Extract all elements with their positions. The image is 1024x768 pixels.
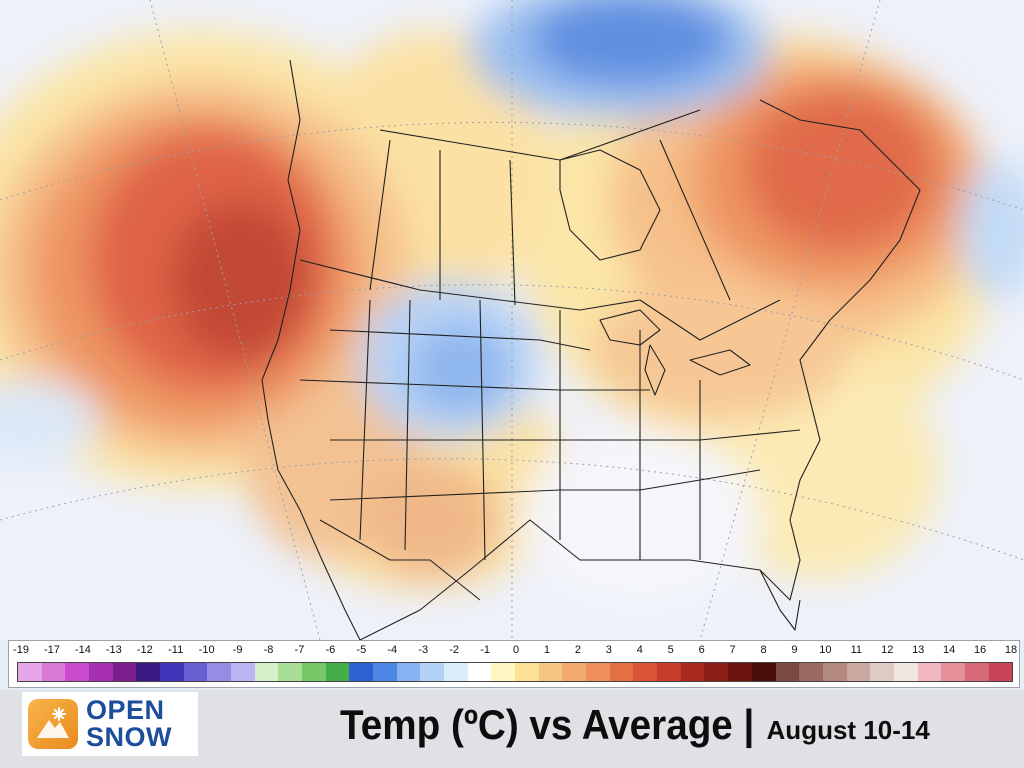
legend-tick-label: 6 xyxy=(698,644,705,656)
legend-tick-label: 9 xyxy=(791,644,798,656)
legend-tick-label: -1 xyxy=(480,644,490,656)
legend-swatch xyxy=(633,663,658,681)
legend-swatch xyxy=(302,663,326,681)
legend-tick-label: -9 xyxy=(232,644,243,656)
legend-swatch xyxy=(586,663,610,681)
legend-swatch xyxy=(444,663,468,681)
legend-swatch xyxy=(751,663,776,681)
graticule xyxy=(0,0,1024,640)
legend-tick-label: 7 xyxy=(729,644,736,656)
title-main: Temp (ºC) vs Average | xyxy=(340,701,755,748)
legend-tick-label: 18 xyxy=(1004,644,1018,656)
legend-swatch xyxy=(704,663,729,681)
legend-swatch xyxy=(18,663,42,681)
logo-text-open: OPEN xyxy=(86,695,165,725)
legend-tick-label: 12 xyxy=(881,644,894,656)
legend-swatch xyxy=(988,663,1013,681)
legend-swatch xyxy=(680,663,705,681)
legend-tick-label: 2 xyxy=(574,644,581,656)
legend-tick-label: -2 xyxy=(449,644,460,656)
legend-tick-label: 1 xyxy=(543,644,550,656)
legend-tick-label: -13 xyxy=(105,644,122,656)
legend-swatch xyxy=(183,663,208,681)
legend-swatch xyxy=(491,663,516,681)
legend-swatch xyxy=(41,663,66,681)
legend-tick-label: -11 xyxy=(168,644,184,656)
map-svg xyxy=(0,0,1024,640)
legend-swatch xyxy=(207,663,232,681)
legend-swatch xyxy=(396,663,421,681)
legend-tick-label: 3 xyxy=(605,644,612,656)
legend-swatch xyxy=(136,663,161,681)
legend-tick-label: -3 xyxy=(418,644,429,656)
legend-swatch xyxy=(65,663,90,681)
legend-swatch xyxy=(515,663,539,681)
legend-tick-label: -7 xyxy=(294,644,305,656)
legend-tick-label: -4 xyxy=(387,644,398,656)
legend-swatch xyxy=(254,663,279,681)
legend-swatch xyxy=(278,663,303,681)
legend-swatch xyxy=(964,663,989,681)
legend-swatch xyxy=(420,663,445,681)
legend-swatch xyxy=(728,663,752,681)
map-title: Temp (ºC) vs Average | August 10-14 xyxy=(210,690,1024,760)
legend-swatch xyxy=(89,663,113,681)
legend-tick-label: -19 xyxy=(13,644,29,656)
legend-swatch xyxy=(822,663,847,681)
legend-tick-label: -17 xyxy=(43,644,60,656)
legend-swatch xyxy=(893,663,918,681)
legend-tick-label: 8 xyxy=(760,644,767,656)
legend-swatch xyxy=(467,663,492,681)
legend-swatch xyxy=(538,663,563,681)
legend-tick-label: -6 xyxy=(325,644,336,656)
opensnow-logo: OPEN SNOW xyxy=(22,692,198,756)
legend-tick-label: -14 xyxy=(74,644,91,656)
legend-tick-label: -10 xyxy=(198,644,215,656)
legend-swatch xyxy=(609,663,634,681)
footer-bar: OPEN SNOW Temp (ºC) vs Average | August … xyxy=(0,690,1024,768)
legend-swatch xyxy=(657,663,681,681)
legend-tick-label: 16 xyxy=(973,644,987,656)
legend-tick-label: -5 xyxy=(356,644,367,656)
legend-tick-label: 4 xyxy=(636,644,643,656)
legend-tick-label: 0 xyxy=(512,644,520,656)
legend-tick-label: -8 xyxy=(263,644,274,656)
logo-text-snow: SNOW xyxy=(86,722,172,752)
anomaly-shading xyxy=(0,0,1024,610)
legend-tick-label: 10 xyxy=(819,644,832,656)
legend-swatch xyxy=(799,663,823,681)
legend-swatch xyxy=(775,663,800,681)
legend-swatch xyxy=(846,663,871,681)
legend-swatch xyxy=(373,663,397,681)
tick-labels: -19 -17 -14 -13 -12 -11 -10 -9 -8 -7 -6 -5 -4 -3 -2 -1 0… xyxy=(13,644,1019,660)
legend-swatch xyxy=(231,663,255,681)
legend-swatch xyxy=(917,663,942,681)
legend-swatch xyxy=(562,663,587,681)
snowflake-mountain-icon xyxy=(28,699,78,749)
color-swatches xyxy=(17,662,1013,682)
legend-swatch xyxy=(349,663,374,681)
legend-tick-label: 13 xyxy=(912,644,925,656)
legend-swatch xyxy=(325,663,350,681)
anomaly-map xyxy=(0,0,1024,640)
legend-swatch xyxy=(870,663,894,681)
legend-swatch xyxy=(941,663,965,681)
legend-swatch xyxy=(160,663,184,681)
color-legend: -19 -17 -14 -13 -12 -11 -10 -9 -8 -7 -6 -5 -4 -3 -2 -1 0… xyxy=(8,640,1020,688)
title-date-range: August 10-14 xyxy=(766,714,930,745)
legend-swatch xyxy=(112,663,137,681)
legend-tick-label: 11 xyxy=(850,644,863,656)
legend-tick-label: 5 xyxy=(667,644,674,656)
borders xyxy=(261,59,921,640)
legend-tick-label: 14 xyxy=(943,644,956,656)
legend-tick-label: -12 xyxy=(136,644,153,656)
